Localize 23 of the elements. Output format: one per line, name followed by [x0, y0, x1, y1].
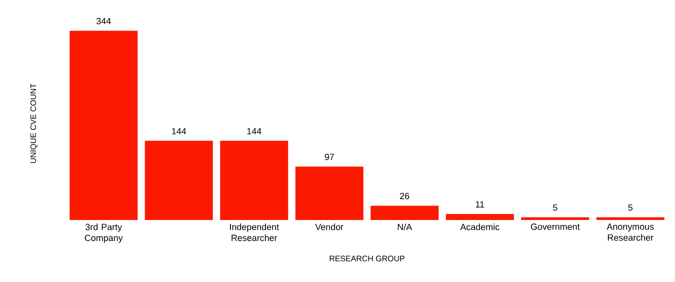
- bar: [446, 214, 514, 220]
- x-tick-label: Vendor: [315, 224, 344, 230]
- bar: [521, 217, 590, 220]
- x-tick-label: Independent Researcher: [230, 224, 279, 242]
- data-label: 97: [324, 154, 334, 160]
- bar: [144, 140, 213, 220]
- data-label: 5: [628, 204, 632, 211]
- data-label: 5: [552, 204, 558, 211]
- x-tick-label: Academic: [460, 224, 500, 230]
- bar: [70, 30, 138, 220]
- data-label: 144: [172, 128, 186, 134]
- bar: [220, 140, 288, 220]
- x-tick-label: N/A: [398, 224, 412, 230]
- data-label: 144: [247, 128, 262, 134]
- x-tick-label: 3rd Party Company: [84, 224, 123, 243]
- data-label: 26: [400, 192, 410, 200]
- x-tick-label: Anonymous Researcher: [606, 224, 654, 241]
- data-label: 344: [96, 18, 111, 24]
- data-label: 11: [476, 201, 484, 208]
- bar: [295, 166, 364, 220]
- bar: [370, 206, 439, 220]
- bar: [596, 217, 664, 220]
- x-tick-label: Government: [530, 224, 580, 230]
